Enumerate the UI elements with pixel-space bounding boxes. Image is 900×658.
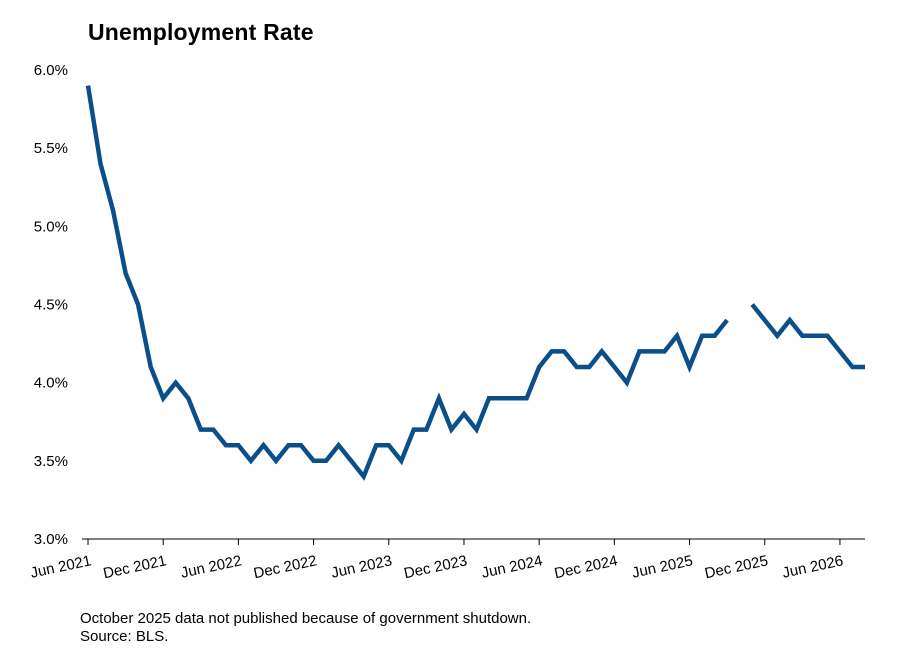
x-tick-label: Jun 2026 xyxy=(781,552,845,581)
source-note: Source: BLS. xyxy=(80,628,169,645)
y-axis-ticks: 3.0% 3.5% 4.0% 4.5% 5.0% 5.5% 6.0% xyxy=(34,62,68,548)
chart-svg: 3.0% 3.5% 4.0% 4.5% 5.0% 5.5% 6.0% Jun 2021 Dec… xyxy=(29,62,865,582)
x-tick-label: Dec 2021 xyxy=(102,552,168,582)
y-tick-label: 5.0% xyxy=(34,218,68,235)
x-tick-label: Jun 2023 xyxy=(330,552,394,581)
x-axis-ticks: Jun 2021 Dec 2021 Jun 2022 Dec 2022 Jun 2023… xyxy=(29,539,845,582)
chart-title: Unemployment Rate xyxy=(88,19,314,45)
chart-notes: October 2025 data not published because … xyxy=(80,610,531,646)
x-tick-label: Dec 2025 xyxy=(703,552,769,582)
series-line-segment-2 xyxy=(750,303,865,370)
x-tick-label: Jun 2024 xyxy=(480,552,544,581)
x-tick-label: Dec 2024 xyxy=(553,552,619,582)
y-tick-label: 4.5% xyxy=(34,297,68,314)
x-tick-label: Jun 2025 xyxy=(630,552,694,581)
y-tick-label: 3.5% xyxy=(34,453,68,470)
y-tick-label: 6.0% xyxy=(34,62,68,79)
y-tick-label: 5.5% xyxy=(34,140,68,157)
y-tick-label: 3.0% xyxy=(34,531,68,548)
x-tick-label: Dec 2023 xyxy=(402,552,468,582)
series-lines xyxy=(85,85,865,481)
x-tick-label: Jun 2022 xyxy=(179,552,243,581)
x-tick-label: Dec 2022 xyxy=(252,552,318,582)
series-line-segment-1 xyxy=(85,85,729,481)
x-tick-label: Jun 2021 xyxy=(29,552,93,581)
y-tick-label: 4.0% xyxy=(34,375,68,392)
footnote: October 2025 data not published because … xyxy=(80,610,532,627)
